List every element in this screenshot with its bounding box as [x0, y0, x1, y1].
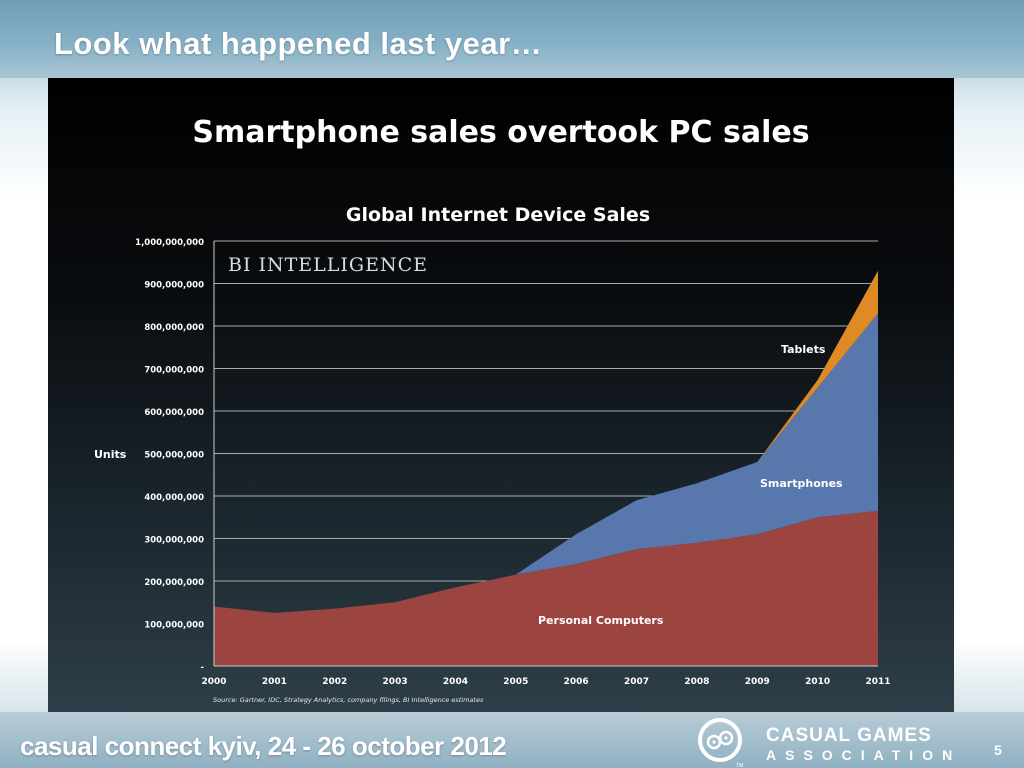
series-label: Smartphones — [760, 477, 843, 490]
y-tick-label: 200,000,000 — [144, 578, 204, 588]
x-tick-label: 2005 — [503, 677, 528, 687]
trademark-mark: TM — [736, 763, 743, 768]
org-name-line1: CASUAL GAMES — [766, 725, 932, 746]
event-name: casual connect kyiv, 24 - 26 october 201… — [20, 731, 507, 761]
slide-title: Look what happened last year… — [54, 26, 543, 61]
x-tick-label: 2007 — [624, 677, 649, 687]
y-tick-label: 100,000,000 — [144, 621, 204, 631]
chart-panel: Smartphone sales overtook PC sales Globa… — [48, 78, 954, 712]
y-tick-label: 1,000,000,000 — [135, 238, 204, 248]
y-tick-label: 300,000,000 — [144, 536, 204, 546]
title-band — [0, 0, 1024, 78]
y-tick-label: - — [200, 663, 204, 673]
org-name-line2: ASSOCIATION — [766, 747, 962, 763]
source-note: Source: Gartner, IDC, Strategy Analytics… — [213, 696, 484, 704]
x-tick-label: 2001 — [262, 677, 287, 687]
x-tick-label: 2011 — [865, 677, 890, 687]
y-tick-label: 800,000,000 — [144, 323, 204, 333]
watermark-text: BI INTELLIGENCE — [228, 254, 428, 276]
x-tick-label: 2002 — [322, 677, 347, 687]
plot-area: - 100,000,000 200,000,000 300,000,000 400,00… — [135, 238, 890, 687]
chart-headline: Smartphone sales overtook PC sales — [192, 115, 809, 150]
x-tick-label: 2004 — [443, 677, 468, 687]
y-tick-label: 500,000,000 — [144, 451, 204, 461]
x-tick-label: 2008 — [684, 677, 709, 687]
series-area-personal-computers — [214, 510, 878, 666]
y-axis-label: Units — [94, 448, 127, 461]
series-label: Personal Computers — [538, 614, 664, 627]
page-number: 5 — [994, 742, 1002, 758]
x-tick-label: 2010 — [805, 677, 830, 687]
footer-band — [0, 712, 1024, 768]
y-tick-label: 400,000,000 — [144, 493, 204, 503]
x-tick-label: 2009 — [745, 677, 770, 687]
y-tick-label: 700,000,000 — [144, 366, 204, 376]
y-tick-label: 900,000,000 — [144, 281, 204, 291]
chart-title: Global Internet Device Sales — [346, 204, 650, 226]
series-label: Tablets — [781, 343, 826, 356]
x-tick-label: 2006 — [564, 677, 589, 687]
x-tick-label: 2003 — [383, 677, 408, 687]
area-chart: Smartphone sales overtook PC sales Globa… — [94, 115, 891, 704]
series-area-smartphones — [214, 313, 878, 613]
x-tick-label: 2000 — [201, 677, 226, 687]
cga-logo-icon: TM — [698, 718, 743, 768]
y-tick-label: 600,000,000 — [144, 408, 204, 418]
